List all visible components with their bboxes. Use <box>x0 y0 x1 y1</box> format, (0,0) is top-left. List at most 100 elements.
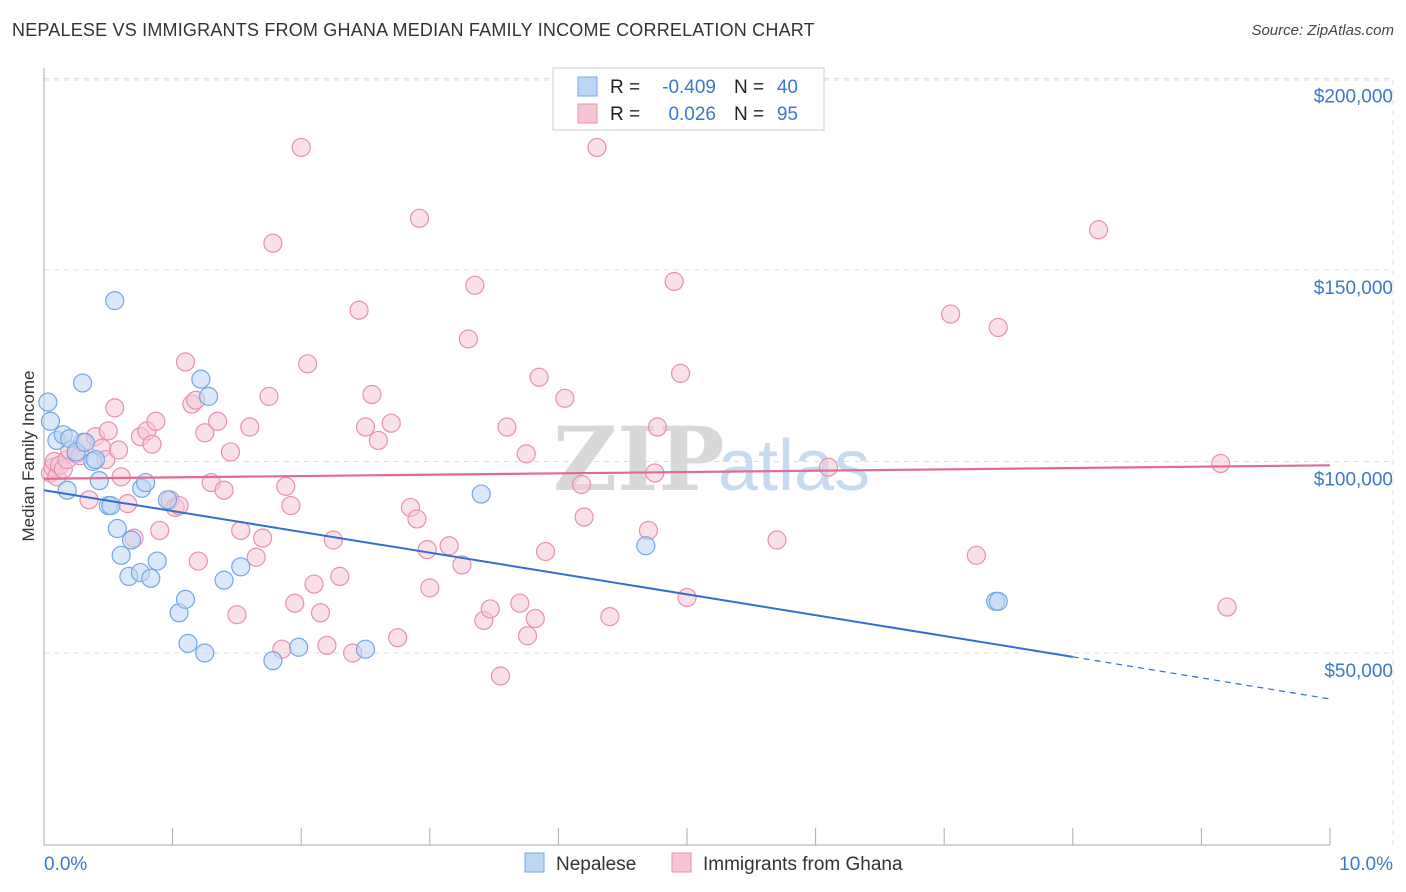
point-nepalese-37 <box>636 536 656 556</box>
point-ghana-39 <box>231 520 251 541</box>
point-ghana-92 <box>677 587 697 608</box>
x-tick-label-max: 10.0% <box>1339 854 1393 875</box>
stats-r-label-nepalese: R = <box>610 77 640 98</box>
stats-r-label-ghana: R = <box>610 104 640 125</box>
point-ghana-32 <box>188 551 208 571</box>
watermark-zip: ZIP <box>553 407 725 511</box>
point-ghana-43 <box>259 386 279 406</box>
point-ghana-84 <box>574 507 594 527</box>
y-tick-label-0: $50,000 <box>1324 661 1393 682</box>
source-label: Source: ZipAtlas.com <box>1251 22 1394 39</box>
point-ghana-98 <box>1088 220 1109 240</box>
point-nepalese-8 <box>75 432 95 452</box>
point-ghana-58 <box>355 417 376 437</box>
point-ghana-77 <box>516 444 536 464</box>
point-nepalese-24 <box>157 490 178 510</box>
point-ghana-59 <box>362 384 382 405</box>
point-ghana-65 <box>409 208 430 228</box>
point-ghana-23 <box>142 434 162 454</box>
stats-n-value-ghana: 95 <box>777 104 798 125</box>
series-ghana-points <box>40 137 1237 686</box>
point-ghana-93 <box>767 530 787 550</box>
point-nepalese-30 <box>199 386 219 406</box>
point-nepalese-15 <box>107 518 127 539</box>
point-ghana-61 <box>381 413 401 433</box>
point-nepalese-34 <box>289 637 309 657</box>
point-ghana-71 <box>465 275 485 295</box>
point-ghana-24 <box>146 411 166 431</box>
y-tick-label-1: $100,000 <box>1314 470 1393 491</box>
x-tick-label-min: 0.0% <box>44 854 87 875</box>
point-nepalese-11 <box>89 471 109 491</box>
point-ghana-91 <box>670 363 691 384</box>
point-ghana-89 <box>647 417 668 437</box>
point-ghana-36 <box>214 480 234 500</box>
point-ghana-25 <box>150 520 170 541</box>
point-ghana-90 <box>664 271 684 292</box>
point-nepalese-21 <box>135 472 156 493</box>
point-ghana-96 <box>966 545 986 565</box>
point-nepalese-28 <box>191 369 211 389</box>
point-nepalese-4 <box>57 480 77 500</box>
point-nepalese-0 <box>38 392 58 412</box>
point-ghana-81 <box>535 541 556 562</box>
point-ghana-70 <box>458 329 478 349</box>
point-nepalese-36 <box>471 484 491 504</box>
point-nepalese-26 <box>175 589 196 609</box>
point-ghana-76 <box>510 593 530 613</box>
point-ghana-62 <box>388 628 408 648</box>
point-ghana-95 <box>941 304 961 324</box>
point-ghana-29 <box>175 352 196 372</box>
x-axis-ticks <box>43 828 1331 845</box>
trend-line-nepalese <box>43 489 1073 658</box>
point-ghana-40 <box>240 417 260 437</box>
point-nepalese-14 <box>105 291 125 311</box>
point-nepalese-7 <box>72 373 93 393</box>
point-ghana-11 <box>79 490 99 510</box>
stats-box: R = -0.409 N = 40 R = 0.026 N = 95 <box>552 67 825 131</box>
stats-n-label-ghana: N = <box>734 104 764 125</box>
stats-n-label-nepalese: N = <box>734 77 764 98</box>
point-ghana-17 <box>108 440 129 460</box>
point-ghana-50 <box>298 354 318 374</box>
trend-lines <box>43 464 1331 700</box>
point-nepalese-27 <box>178 633 198 654</box>
stats-swatch-ghana <box>577 103 598 124</box>
point-nepalese-18 <box>121 530 142 550</box>
point-ghana-67 <box>420 578 440 598</box>
point-nepalese-1 <box>40 411 61 431</box>
point-ghana-68 <box>439 536 459 556</box>
point-nepalese-10 <box>85 449 106 470</box>
point-nepalese-29 <box>195 643 215 663</box>
point-nepalese-22 <box>141 568 161 588</box>
point-ghana-44 <box>263 233 283 253</box>
point-ghana-83 <box>571 474 592 495</box>
trend-line-ghana <box>43 464 1331 480</box>
point-ghana-15 <box>98 421 118 441</box>
legend-label-ghana: Immigrants from Ghana <box>703 854 903 875</box>
stats-r-value-nepalese: -0.409 <box>662 77 716 98</box>
point-ghana-99 <box>1217 597 1237 617</box>
point-ghana-54 <box>323 530 343 550</box>
chart-title: NEPALESE VS IMMIGRANTS FROM GHANA MEDIAN… <box>12 20 815 40</box>
stats-swatch-nepalese <box>577 76 598 97</box>
point-ghana-51 <box>304 574 324 594</box>
stats-r-value-ghana: 0.026 <box>668 104 716 125</box>
point-ghana-66 <box>417 539 437 560</box>
gridlines <box>44 78 1394 845</box>
series-nepalese-points <box>38 291 1008 671</box>
point-ghana-73 <box>480 599 500 619</box>
point-ghana-86 <box>600 607 620 627</box>
point-ghana-79 <box>525 608 545 629</box>
point-ghana-52 <box>310 603 331 623</box>
y-tick-label-2: $150,000 <box>1314 278 1393 299</box>
point-ghana-75 <box>497 417 517 437</box>
point-nepalese-31 <box>214 570 234 590</box>
point-ghana-35 <box>208 411 228 431</box>
point-ghana-38 <box>227 605 247 625</box>
point-ghana-60 <box>368 430 388 451</box>
point-ghana-82 <box>555 388 575 408</box>
point-ghana-55 <box>330 566 350 587</box>
point-nepalese-35 <box>355 639 376 659</box>
